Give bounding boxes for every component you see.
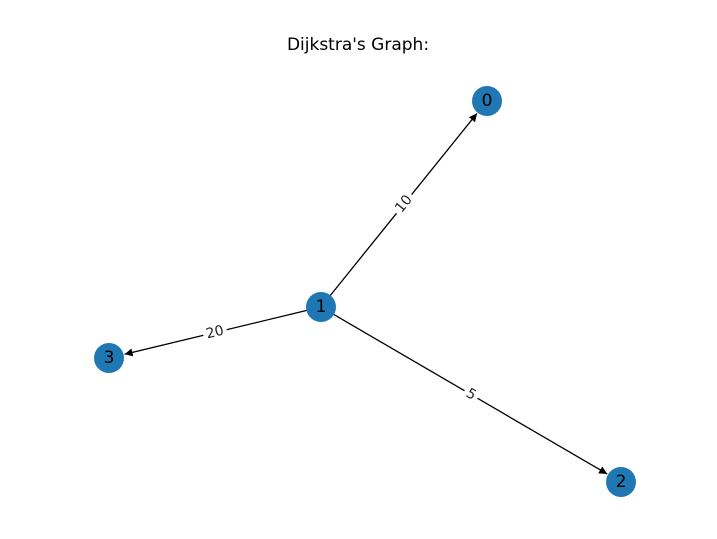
graph-title: Dijkstra's Graph: <box>287 35 429 55</box>
edge-label-background <box>201 320 229 345</box>
node-label-1: 1 <box>316 297 327 317</box>
nodes-layer: 0 1 2 3 <box>94 86 636 497</box>
node-2 <box>606 467 636 497</box>
edge-weight-label: 20 <box>204 323 225 343</box>
edge-label-group-1-0: 10 <box>389 189 419 219</box>
edge-label-group-1-2: 5 <box>459 382 483 407</box>
node-0 <box>472 86 502 116</box>
edge-label-background <box>459 382 483 407</box>
node-label-2: 2 <box>616 472 627 492</box>
edge-label-background <box>389 189 419 219</box>
edge-labels-layer: 10 5 20 <box>201 189 483 407</box>
node-label-0: 0 <box>482 91 493 111</box>
edge-label-group-1-3: 20 <box>201 320 229 345</box>
node-1 <box>306 292 336 322</box>
node-label-3: 3 <box>104 348 115 368</box>
edges-layer <box>124 113 608 475</box>
node-3 <box>94 343 124 373</box>
